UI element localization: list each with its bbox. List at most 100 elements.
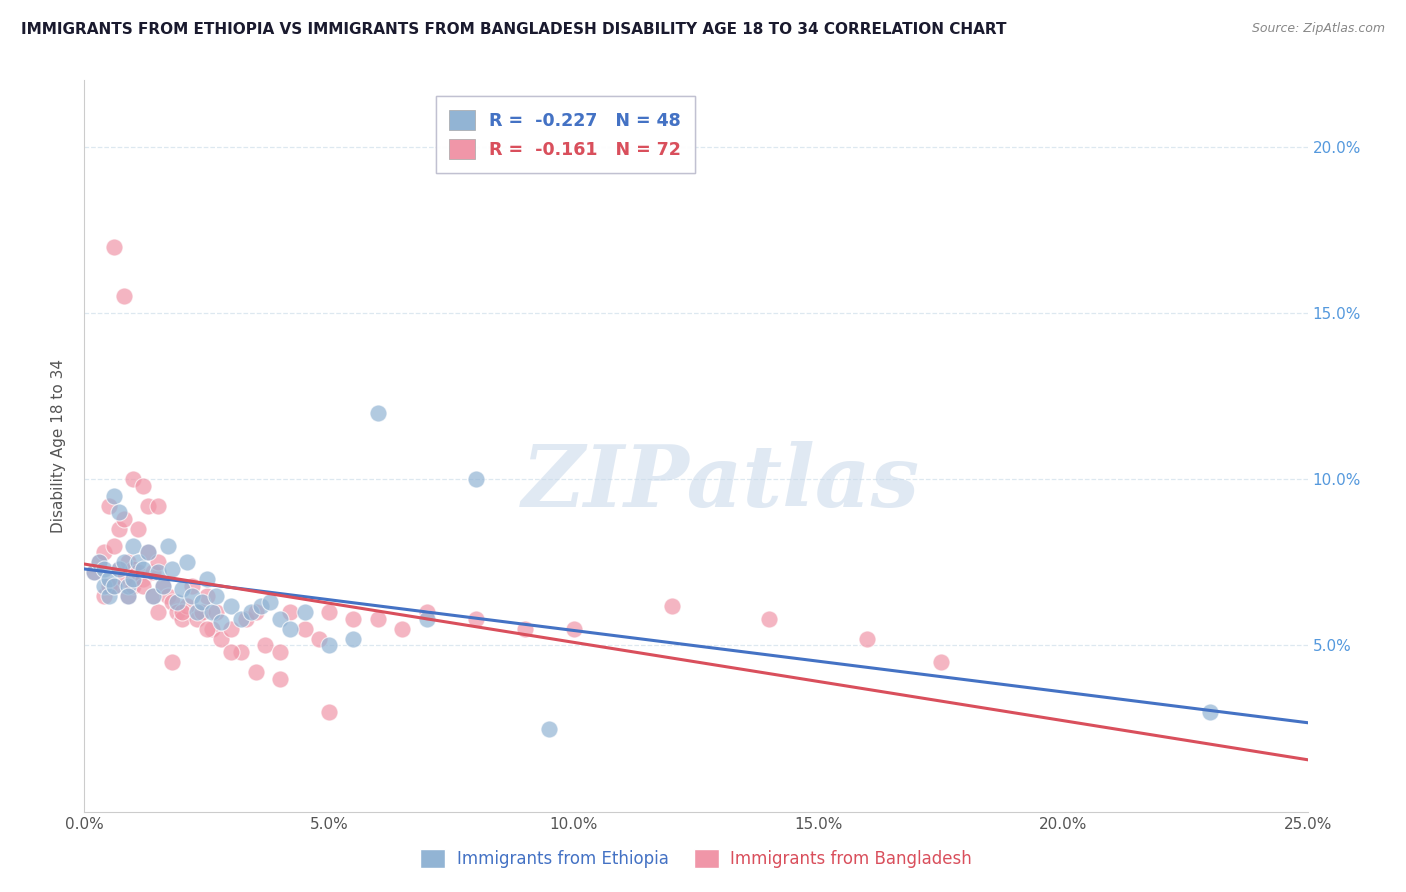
Point — [93, 545, 115, 559]
Point — [929, 655, 952, 669]
Point — [136, 545, 159, 559]
Point — [97, 589, 120, 603]
Point — [83, 566, 105, 580]
Point — [112, 289, 135, 303]
Point — [156, 589, 179, 603]
Text: IMMIGRANTS FROM ETHIOPIA VS IMMIGRANTS FROM BANGLADESH DISABILITY AGE 18 TO 34 C: IMMIGRANTS FROM ETHIOPIA VS IMMIGRANTS F… — [21, 22, 1007, 37]
Point — [200, 605, 222, 619]
Point — [162, 595, 184, 609]
Point — [318, 705, 340, 719]
Point — [87, 555, 110, 569]
Point — [103, 489, 125, 503]
Point — [172, 605, 194, 619]
Legend: R =  -0.227   N = 48, R =  -0.161   N = 72: R = -0.227 N = 48, R = -0.161 N = 72 — [436, 96, 695, 173]
Point — [172, 612, 194, 626]
Point — [122, 472, 145, 486]
Point — [97, 572, 120, 586]
Point — [136, 499, 159, 513]
Point — [136, 545, 159, 559]
Point — [152, 579, 174, 593]
Point — [93, 562, 115, 576]
Point — [191, 595, 214, 609]
Point — [146, 566, 169, 580]
Point — [205, 589, 228, 603]
Point — [245, 605, 267, 619]
Point — [318, 639, 340, 653]
Point — [127, 522, 149, 536]
Point — [229, 612, 252, 626]
Point — [278, 622, 301, 636]
Point — [538, 722, 561, 736]
Point — [661, 599, 683, 613]
Point — [107, 506, 129, 520]
Point — [219, 622, 242, 636]
Point — [186, 605, 208, 619]
Point — [142, 589, 165, 603]
Point — [107, 522, 129, 536]
Point — [132, 579, 155, 593]
Point — [122, 539, 145, 553]
Point — [132, 479, 155, 493]
Text: ZIPatlas: ZIPatlas — [522, 441, 920, 524]
Point — [103, 239, 125, 253]
Point — [416, 612, 439, 626]
Point — [176, 599, 198, 613]
Point — [269, 672, 291, 686]
Point — [127, 566, 149, 580]
Point — [142, 566, 165, 580]
Point — [142, 589, 165, 603]
Point — [166, 595, 188, 609]
Point — [166, 605, 188, 619]
Point — [1198, 705, 1220, 719]
Point — [117, 589, 139, 603]
Point — [176, 555, 198, 569]
Point — [191, 605, 214, 619]
Point — [200, 622, 222, 636]
Point — [278, 605, 301, 619]
Point — [181, 579, 204, 593]
Point — [235, 612, 257, 626]
Point — [513, 622, 536, 636]
Point — [254, 639, 277, 653]
Point — [117, 589, 139, 603]
Point — [249, 599, 271, 613]
Point — [132, 562, 155, 576]
Point — [229, 645, 252, 659]
Point — [195, 589, 218, 603]
Point — [103, 579, 125, 593]
Point — [87, 555, 110, 569]
Point — [117, 579, 139, 593]
Point — [117, 555, 139, 569]
Point — [146, 555, 169, 569]
Point — [308, 632, 330, 646]
Point — [294, 605, 316, 619]
Point — [181, 589, 204, 603]
Point — [97, 579, 120, 593]
Point — [152, 579, 174, 593]
Point — [162, 562, 184, 576]
Point — [172, 582, 194, 596]
Point — [127, 555, 149, 569]
Point — [195, 622, 218, 636]
Point — [367, 406, 389, 420]
Point — [758, 612, 780, 626]
Point — [122, 579, 145, 593]
Point — [205, 605, 228, 619]
Point — [112, 555, 135, 569]
Point — [209, 632, 232, 646]
Point — [107, 562, 129, 576]
Point — [464, 472, 486, 486]
Point — [294, 622, 316, 636]
Point — [269, 645, 291, 659]
Text: Source: ZipAtlas.com: Source: ZipAtlas.com — [1251, 22, 1385, 36]
Y-axis label: Disability Age 18 to 34: Disability Age 18 to 34 — [51, 359, 66, 533]
Point — [391, 622, 413, 636]
Point — [97, 499, 120, 513]
Point — [195, 572, 218, 586]
Point — [209, 615, 232, 630]
Point — [112, 572, 135, 586]
Point — [93, 589, 115, 603]
Point — [245, 665, 267, 679]
Point — [562, 622, 585, 636]
Point — [342, 632, 364, 646]
